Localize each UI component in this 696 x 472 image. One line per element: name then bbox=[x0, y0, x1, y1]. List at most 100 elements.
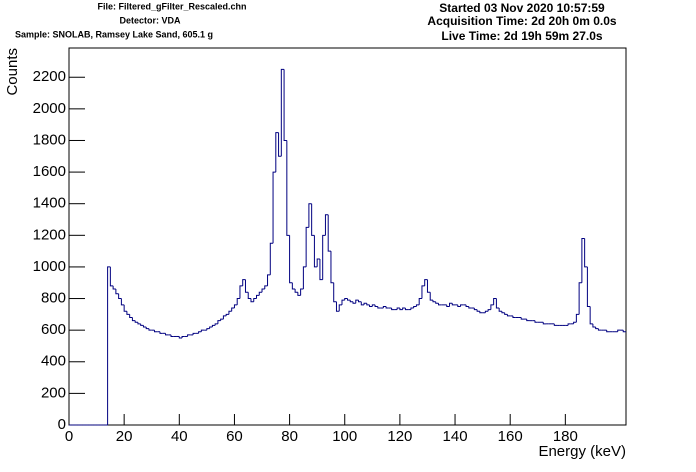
histogram-bin bbox=[109, 266, 114, 287]
histogram-bin bbox=[404, 308, 409, 311]
histogram-bin bbox=[244, 279, 249, 293]
histogram-bin bbox=[206, 328, 210, 331]
y-tick-label: 600 bbox=[41, 321, 66, 338]
histogram-bin bbox=[308, 203, 312, 228]
histogram-bin bbox=[410, 307, 414, 310]
histogram-bin bbox=[487, 309, 491, 312]
histogram-bin bbox=[335, 301, 340, 312]
histogram-bin bbox=[272, 171, 276, 244]
histogram-bin bbox=[291, 282, 296, 290]
histogram-bin bbox=[112, 285, 116, 290]
x-tick-label: 140 bbox=[443, 428, 468, 445]
y-axis-title: Counts bbox=[4, 48, 21, 96]
histogram-bin bbox=[495, 298, 500, 309]
histogram-bin bbox=[313, 235, 318, 268]
histogram-bin bbox=[622, 330, 626, 333]
histogram-bin bbox=[220, 318, 224, 321]
x-tick-label: 80 bbox=[281, 428, 298, 445]
histogram-bin bbox=[451, 303, 456, 306]
histogram-bin bbox=[283, 69, 287, 141]
histogram-bin bbox=[581, 237, 585, 283]
histogram-bin bbox=[261, 288, 265, 293]
histogram-bin bbox=[286, 140, 290, 236]
histogram-bin bbox=[178, 336, 183, 339]
histogram-bin bbox=[165, 333, 169, 336]
y-tick-label: 2200 bbox=[33, 68, 66, 85]
histogram-bin bbox=[498, 308, 502, 312]
histogram-bin bbox=[424, 279, 428, 286]
y-tick-label: 200 bbox=[41, 384, 66, 401]
histogram-bin bbox=[446, 304, 450, 307]
histogram-bin bbox=[377, 306, 381, 309]
histogram-bin bbox=[120, 298, 125, 306]
x-tick-label: 60 bbox=[226, 428, 243, 445]
x-tick-label: 180 bbox=[553, 428, 578, 445]
histogram-bin bbox=[358, 300, 362, 303]
histogram-bin bbox=[578, 282, 582, 315]
histogram-bin bbox=[493, 298, 497, 305]
histogram-bin bbox=[586, 266, 591, 307]
annotation: File: Filtered_gFilter_Rescaled.chn bbox=[97, 1, 246, 11]
histogram-bin bbox=[526, 319, 530, 322]
histogram-bin bbox=[426, 279, 431, 293]
histogram-bin bbox=[222, 315, 227, 320]
histogram-bin bbox=[297, 292, 301, 296]
histogram-bin bbox=[239, 285, 243, 299]
histogram-bin bbox=[371, 304, 376, 307]
histogram-bin bbox=[490, 304, 494, 310]
x-tick-label: 120 bbox=[387, 428, 412, 445]
histogram-bin bbox=[399, 308, 403, 311]
histogram-bin bbox=[421, 285, 425, 299]
y-tick-label: 1800 bbox=[33, 131, 66, 148]
histogram-bin bbox=[352, 301, 356, 304]
histogram-bin bbox=[391, 308, 395, 311]
histogram-bin bbox=[396, 307, 400, 310]
histogram-bin bbox=[355, 299, 359, 304]
histogram-bin bbox=[148, 328, 152, 331]
histogram-bin bbox=[597, 328, 602, 331]
histogram-bin bbox=[413, 305, 417, 309]
histogram-bin bbox=[280, 68, 285, 157]
histogram-bin bbox=[382, 305, 387, 309]
histogram-bin bbox=[484, 310, 489, 313]
histogram-bin bbox=[553, 323, 558, 326]
histogram-bin bbox=[415, 304, 420, 307]
histogram-bin bbox=[159, 331, 163, 334]
histogram-bin bbox=[153, 330, 158, 333]
histogram-bin bbox=[341, 299, 345, 305]
histogram-bin bbox=[344, 298, 348, 301]
histogram-bin bbox=[107, 266, 111, 425]
histogram-bin bbox=[338, 304, 342, 312]
x-tick-label: 0 bbox=[65, 428, 73, 445]
histogram-bin bbox=[402, 307, 406, 310]
y-tick-label: 1600 bbox=[33, 163, 66, 180]
histogram-bin bbox=[465, 304, 469, 307]
histogram-bin bbox=[592, 323, 596, 328]
histogram-bin bbox=[300, 288, 304, 296]
histogram-bin bbox=[366, 303, 370, 306]
histogram-bin bbox=[228, 310, 232, 315]
histogram-bin bbox=[256, 294, 260, 299]
histogram-bin bbox=[258, 291, 263, 296]
histogram-bin bbox=[123, 304, 127, 312]
histogram-bin bbox=[360, 301, 365, 306]
x-tick-label: 160 bbox=[498, 428, 523, 445]
histogram-bin bbox=[504, 312, 508, 315]
histogram-bin bbox=[187, 334, 191, 337]
plot-frame bbox=[68, 47, 627, 426]
histogram-bin bbox=[200, 329, 205, 332]
histogram-bin bbox=[575, 313, 580, 323]
histogram-bin bbox=[429, 292, 433, 301]
histogram-bin bbox=[247, 292, 251, 300]
histogram-bin bbox=[302, 266, 307, 290]
y-tick-label: 1400 bbox=[33, 195, 66, 212]
histogram-bin bbox=[115, 289, 119, 295]
histogram-bin bbox=[316, 258, 320, 267]
y-tick-label: 800 bbox=[41, 290, 66, 307]
histogram-bin bbox=[330, 251, 334, 284]
histogram-bin bbox=[118, 293, 122, 300]
y-tick-label: 1200 bbox=[33, 226, 66, 243]
histogram-bin bbox=[214, 323, 218, 326]
y-tick-label: 1000 bbox=[33, 258, 66, 275]
